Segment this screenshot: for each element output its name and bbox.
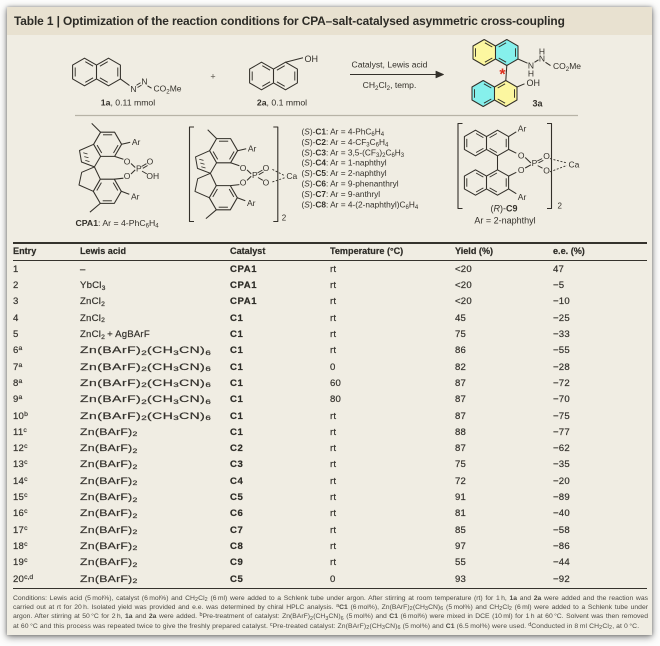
svg-text:O: O xyxy=(518,151,525,161)
svg-text:O: O xyxy=(518,165,525,175)
svg-text:O: O xyxy=(124,157,131,167)
svg-text:OH: OH xyxy=(527,78,541,88)
svg-text:Ar: Ar xyxy=(518,123,527,133)
svg-text:Catalyst, Lewis acid: Catalyst, Lewis acid xyxy=(352,60,428,70)
svg-text:N: N xyxy=(141,77,147,87)
svg-text:P: P xyxy=(532,158,538,168)
svg-text:2: 2 xyxy=(558,202,563,211)
svg-text:(R)-C9: (R)-C9 xyxy=(490,204,517,214)
svg-text:2a, 0.1 mmol: 2a, 0.1 mmol xyxy=(257,98,307,108)
svg-text:O: O xyxy=(543,165,550,175)
svg-text:H: H xyxy=(528,69,534,79)
svg-text:*: * xyxy=(499,67,506,84)
svg-text:Ar: Ar xyxy=(132,137,141,147)
svg-text:CO2Me: CO2Me xyxy=(154,84,182,96)
svg-text:(S)-C7: Ar = 9-anthryl: (S)-C7: Ar = 9-anthryl xyxy=(302,189,381,199)
svg-text:O: O xyxy=(263,177,270,187)
svg-text:+: + xyxy=(210,72,215,82)
svg-text:N: N xyxy=(130,84,136,94)
svg-text:OH: OH xyxy=(146,171,159,181)
svg-text:Ca: Ca xyxy=(286,171,297,181)
svg-text:O: O xyxy=(124,171,131,181)
svg-text:P: P xyxy=(252,170,258,180)
svg-text:CH2Cl2, temp.: CH2Cl2, temp. xyxy=(363,80,417,92)
svg-text:(S)-C5: Ar = 2-naphthyl: (S)-C5: Ar = 2-naphthyl xyxy=(302,168,387,178)
svg-text:CO2Me: CO2Me xyxy=(553,61,581,73)
svg-text:O: O xyxy=(263,163,270,173)
svg-text:Ar: Ar xyxy=(131,192,140,202)
svg-text:N: N xyxy=(528,61,534,71)
svg-text:OH: OH xyxy=(305,54,319,64)
svg-text:(S)-C6: Ar = 9-phenanthryl: (S)-C6: Ar = 9-phenanthryl xyxy=(302,179,399,189)
svg-text:(S)-C2: Ar = 4-CF3C6H4: (S)-C2: Ar = 4-CF3C6H4 xyxy=(302,137,389,149)
svg-text:Ar = 2-naphthyl: Ar = 2-naphthyl xyxy=(474,216,535,226)
svg-text:Ar: Ar xyxy=(518,192,527,202)
svg-text:Ca: Ca xyxy=(568,160,579,170)
svg-text:H: H xyxy=(539,47,545,57)
svg-text:(S)-C8: Ar = 4-(2-naphthyl)C6H: (S)-C8: Ar = 4-(2-naphthyl)C6H4 xyxy=(302,199,419,211)
svg-text:P: P xyxy=(136,164,142,174)
svg-text:O: O xyxy=(147,157,154,167)
svg-text:(S)-C4: Ar = 1-naphthyl: (S)-C4: Ar = 1-naphthyl xyxy=(302,158,387,168)
svg-text:CPA1: Ar = 4-PhC6H4: CPA1: Ar = 4-PhC6H4 xyxy=(76,218,160,230)
svg-text:Ar: Ar xyxy=(247,198,256,208)
svg-text:(S)-C3: Ar = 3,5-(CF3)2C6H3: (S)-C3: Ar = 3,5-(CF3)2C6H3 xyxy=(302,147,405,159)
svg-text:1a, 0.11 mmol: 1a, 0.11 mmol xyxy=(101,98,155,108)
svg-text:O: O xyxy=(240,177,247,187)
svg-text:O: O xyxy=(240,163,247,173)
svg-text:2: 2 xyxy=(282,214,287,223)
svg-text:(S)-C1: Ar = 4-PhC6H4: (S)-C1: Ar = 4-PhC6H4 xyxy=(302,127,385,139)
svg-text:3a: 3a xyxy=(533,99,544,109)
svg-text:Ar: Ar xyxy=(248,143,257,153)
svg-text:N: N xyxy=(539,54,545,64)
svg-text:O: O xyxy=(543,151,550,161)
